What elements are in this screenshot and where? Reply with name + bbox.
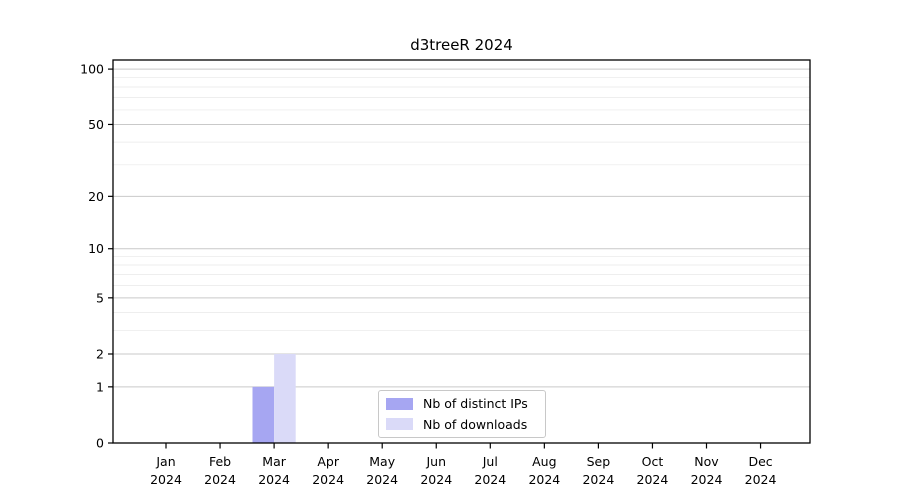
- x-tick-label-month: Dec: [748, 454, 772, 469]
- x-tick-label-month: Apr: [317, 454, 339, 469]
- x-tick-label-year: 2024: [204, 472, 236, 487]
- x-tick-label-year: 2024: [637, 472, 669, 487]
- axes-spines: [112, 59, 811, 444]
- x-tick-label-month: Jul: [482, 454, 498, 469]
- x-tick-label-year: 2024: [150, 472, 182, 487]
- bar-mar-distinct-ips: [252, 386, 275, 443]
- y-tick-label: 100: [80, 62, 104, 77]
- x-tick-label-year: 2024: [691, 472, 723, 487]
- x-tick-label-year: 2024: [745, 472, 777, 487]
- legend-swatch-distinct-ips: [386, 397, 413, 410]
- x-tick-label-year: 2024: [258, 472, 290, 487]
- legend-item-downloads: Nb of downloads: [386, 416, 545, 432]
- y-tick-label: 20: [88, 189, 104, 204]
- y-tick-label: 1: [96, 379, 104, 394]
- y-tick-label: 10: [88, 241, 104, 256]
- x-tick-label-year: 2024: [420, 472, 452, 487]
- x-tick-label-year: 2024: [474, 472, 506, 487]
- x-tick-label-month: Aug: [532, 454, 556, 469]
- x-tick-label-month: Jan: [155, 454, 175, 469]
- x-tick-label-month: May: [369, 454, 395, 469]
- x-tick-label-month: Oct: [642, 454, 664, 469]
- y-tick-label: 5: [96, 290, 104, 305]
- y-tick-label: 2: [96, 346, 104, 361]
- x-tick-label-year: 2024: [528, 472, 560, 487]
- y-tick-label: 0: [96, 436, 104, 451]
- chart-title: d3treeR 2024: [410, 36, 513, 54]
- legend-label-downloads: Nb of downloads: [423, 416, 528, 432]
- legend-label-distinct-ips: Nb of distinct IPs: [423, 396, 528, 412]
- x-tick-label-year: 2024: [366, 472, 398, 487]
- legend: Nb of distinct IPs Nb of downloads: [378, 390, 546, 438]
- x-tick-label-month: Nov: [694, 454, 719, 469]
- x-tick-label-month: Mar: [262, 454, 286, 469]
- bar-mar-downloads: [274, 353, 296, 443]
- x-tick-label-year: 2024: [582, 472, 614, 487]
- legend-item-distinct-ips: Nb of distinct IPs: [386, 396, 545, 412]
- x-tick-label-month: Sep: [587, 454, 611, 469]
- x-tick-label-month: Jun: [425, 454, 446, 469]
- y-tick-label: 50: [88, 117, 104, 132]
- legend-swatch-downloads: [386, 418, 413, 431]
- x-tick-label-year: 2024: [312, 472, 344, 487]
- x-tick-label-month: Feb: [209, 454, 231, 469]
